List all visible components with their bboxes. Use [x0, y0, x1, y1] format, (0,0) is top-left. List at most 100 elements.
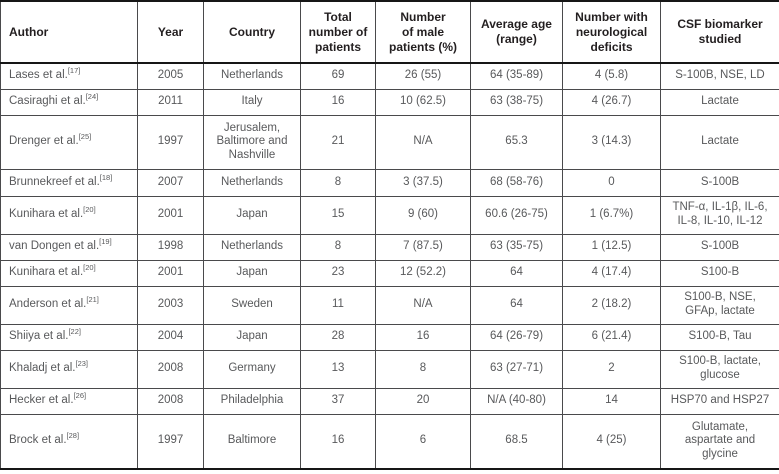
reference-number: [25]	[78, 132, 92, 142]
cell-country: Japan	[203, 259, 301, 287]
column-header-author: Author	[0, 0, 138, 64]
cell-year: 2001	[137, 195, 204, 235]
cell-neuro-deficits: 1 (12.5)	[562, 233, 661, 261]
cell-neuro-deficits: 4 (26.7)	[562, 88, 661, 116]
table-row: van Dongen et al.[19] 1998 Netherlands 8…	[0, 233, 779, 261]
cell-author: Khaladj et al.[23]	[0, 349, 138, 389]
cell-male-patients: 10 (62.5)	[375, 88, 471, 116]
cell-year: 2004	[137, 323, 204, 351]
cell-average-age: 64	[470, 285, 563, 325]
cell-total-patients: 37	[300, 387, 376, 415]
author-name: Casiraghi et al.	[9, 95, 86, 108]
cell-neuro-deficits: 14	[562, 387, 661, 415]
cell-total-patients: 8	[300, 168, 376, 197]
cell-biomarker: S100-B	[660, 259, 779, 287]
cell-year: 2001	[137, 259, 204, 287]
cell-author: Kunihara et al.[20]	[0, 195, 138, 235]
cell-average-age: 64 (35-89)	[470, 62, 563, 90]
cell-biomarker: S-100B, NSE, LD	[660, 62, 779, 90]
cell-male-patients: N/A	[375, 285, 471, 325]
cell-total-patients: 21	[300, 114, 376, 170]
cell-author: Drenger et al.[25]	[0, 114, 138, 170]
cell-year: 1997	[137, 114, 204, 170]
author-name: Anderson et al.	[9, 298, 87, 311]
cell-author: Brunnekreef et al.[18]	[0, 168, 138, 197]
cell-average-age: 65.3	[470, 114, 563, 170]
cell-total-patients: 69	[300, 62, 376, 90]
cell-year: 2008	[137, 349, 204, 389]
cell-neuro-deficits: 0	[562, 168, 661, 197]
cell-biomarker: S-100B	[660, 233, 779, 261]
cell-author: Kunihara et al.[20]	[0, 259, 138, 287]
cell-neuro-deficits: 4 (5.8)	[562, 62, 661, 90]
table-row: Brunnekreef et al.[18] 2007 Netherlands …	[0, 168, 779, 197]
cell-male-patients: 6	[375, 413, 471, 470]
column-header-average-age: Average age (range)	[470, 0, 563, 64]
cell-country: Netherlands	[203, 233, 301, 261]
column-header-country: Country	[203, 0, 301, 64]
reference-number: [23]	[75, 359, 89, 369]
cell-biomarker: S-100B	[660, 168, 779, 197]
cell-author: Anderson et al.[21]	[0, 285, 138, 325]
cell-male-patients: 7 (87.5)	[375, 233, 471, 261]
cell-country: Jerusalem, Baltimore and Nashville	[203, 114, 301, 170]
reference-number: [26]	[73, 391, 87, 401]
cell-total-patients: 16	[300, 413, 376, 470]
table-row: Casiraghi et al.[24] 2011 Italy 16 10 (6…	[0, 88, 779, 116]
cell-author: Lases et al.[17]	[0, 62, 138, 90]
cell-neuro-deficits: 6 (21.4)	[562, 323, 661, 351]
cell-country: Netherlands	[203, 168, 301, 197]
cell-neuro-deficits: 2 (18.2)	[562, 285, 661, 325]
header-row: Author Year Country Total number of pati…	[0, 0, 779, 64]
cell-year: 2008	[137, 387, 204, 415]
cell-neuro-deficits: 1 (6.7%)	[562, 195, 661, 235]
table-row: Drenger et al.[25] 1997 Jerusalem, Balti…	[0, 114, 779, 170]
cell-year: 1997	[137, 413, 204, 470]
cell-country: Italy	[203, 88, 301, 116]
cell-author: Hecker et al.[26]	[0, 387, 138, 415]
cell-year: 2003	[137, 285, 204, 325]
reference-number: [17]	[67, 66, 81, 76]
cell-biomarker: S100-B, lactate, glucose	[660, 349, 779, 389]
cell-year: 2011	[137, 88, 204, 116]
table-row: Lases et al.[17] 2005 Netherlands 69 26 …	[0, 62, 779, 90]
author-name: Drenger et al.	[9, 135, 79, 148]
table-header: Author Year Country Total number of pati…	[0, 0, 779, 64]
cell-average-age: 64 (26-79)	[470, 323, 563, 351]
column-header-male-patients: Number of male patients (%)	[375, 0, 471, 64]
cell-author: Shiiya et al.[22]	[0, 323, 138, 351]
table-row: Anderson et al.[21] 2003 Sweden 11 N/A 6…	[0, 285, 779, 325]
cell-male-patients: 12 (52.2)	[375, 259, 471, 287]
column-header-neuro-deficits: Number with neurological deficits	[562, 0, 661, 64]
table-row: Khaladj et al.[23] 2008 Germany 13 8 63 …	[0, 349, 779, 389]
cell-average-age: 60.6 (26-75)	[470, 195, 563, 235]
author-name: Kunihara et al.	[9, 208, 84, 221]
cell-country: Sweden	[203, 285, 301, 325]
author-name: Shiiya et al.	[9, 330, 69, 343]
table-row: Brock et al.[28] 1997 Baltimore 16 6 68.…	[0, 413, 779, 470]
cell-total-patients: 28	[300, 323, 376, 351]
cell-country: Japan	[203, 323, 301, 351]
cell-total-patients: 11	[300, 285, 376, 325]
reference-number: [20]	[83, 205, 96, 215]
column-header-total-patients: Total number of patients	[300, 0, 376, 64]
cell-male-patients: 9 (60)	[375, 195, 471, 235]
cell-average-age: 63 (27-71)	[470, 349, 563, 389]
cell-neuro-deficits: 2	[562, 349, 661, 389]
reference-number: [20]	[83, 263, 96, 273]
cell-country: Germany	[203, 349, 301, 389]
cell-male-patients: 3 (37.5)	[375, 168, 471, 197]
cell-neuro-deficits: 4 (25)	[562, 413, 661, 470]
column-header-biomarker: CSF biomarker studied	[660, 0, 779, 64]
cell-biomarker: HSP70 and HSP27	[660, 387, 779, 415]
cell-year: 1998	[137, 233, 204, 261]
cell-author: Brock et al.[28]	[0, 413, 138, 470]
author-name: Lases et al.	[9, 69, 68, 82]
cell-author: van Dongen et al.[19]	[0, 233, 138, 261]
cell-male-patients: 20	[375, 387, 471, 415]
cell-neuro-deficits: 3 (14.3)	[562, 114, 661, 170]
cell-year: 2005	[137, 62, 204, 90]
cell-author: Casiraghi et al.[24]	[0, 88, 138, 116]
cell-biomarker: Lactate	[660, 114, 779, 170]
